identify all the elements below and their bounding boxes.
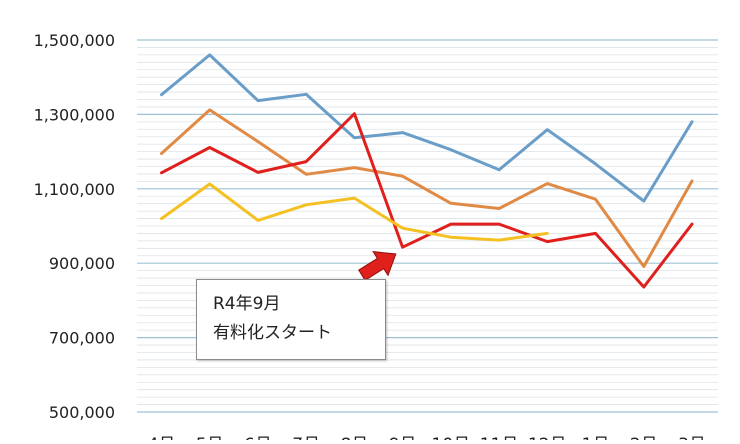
series-layer	[160, 53, 694, 289]
x-tick-label: 10月	[432, 435, 471, 440]
series-line-4	[160, 182, 549, 242]
series-line-2	[160, 108, 694, 268]
x-tick-label: 5月	[196, 435, 224, 440]
x-tick-label: 8月	[340, 435, 368, 440]
x-tick-label: 9月	[389, 435, 417, 440]
y-tick-label: 500,000	[49, 403, 115, 422]
callout-line-2: 有料化スタート	[213, 323, 332, 343]
x-axis: 4月 5月 6月 7月 8月 9月 10月 11月 12月 1月 2月 3月	[148, 435, 706, 444]
annotation-callout: R4年9月 有料化スタート	[196, 279, 386, 360]
x-tick-label: 12月	[528, 435, 567, 440]
annotation-arrow	[358, 251, 397, 281]
x-tick-label: 11月	[480, 435, 519, 440]
y-axis: 500,000 700,000 900,000 1,100,000 1,300,000 1…	[34, 31, 115, 422]
y-tick-label: 700,000	[49, 329, 115, 348]
y-tick-label: 900,000	[49, 254, 115, 273]
y-tick-label: 1,100,000	[34, 180, 115, 199]
x-tick-label: 4月	[148, 435, 176, 440]
x-tick-label: 3月	[678, 435, 706, 440]
y-tick-label: 1,300,000	[34, 105, 115, 124]
x-tick-label: 1月	[582, 435, 610, 440]
x-tick-label: 2月	[630, 435, 658, 440]
callout-line-1: R4年9月	[213, 294, 281, 314]
x-tick-label: 6月	[244, 435, 272, 440]
y-tick-label: 1,500,000	[34, 31, 115, 50]
x-tick-label: 7月	[292, 435, 320, 440]
series-line-3	[160, 112, 694, 289]
arrow-icon	[358, 251, 397, 281]
series-line-1	[160, 53, 694, 203]
